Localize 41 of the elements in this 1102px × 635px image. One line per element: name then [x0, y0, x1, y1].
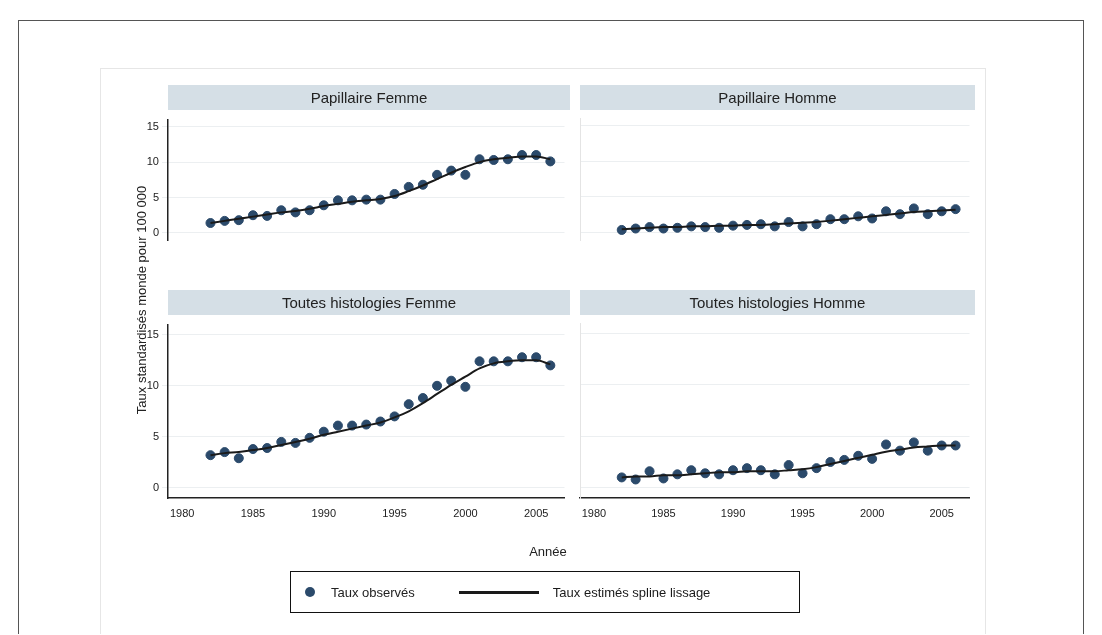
- point: [403, 399, 414, 410]
- point: [881, 439, 892, 450]
- x-tick-label: 1985: [240, 506, 266, 519]
- y-tick-label: 5: [152, 429, 159, 442]
- point: [460, 169, 471, 180]
- chart-title: Toutes histologies Femme: [168, 290, 570, 315]
- x-tick-label: 2000: [453, 506, 478, 519]
- point: [545, 156, 556, 167]
- x-tick-label: 2000: [859, 506, 885, 519]
- chart-title: Toutes histologies Homme: [580, 290, 975, 315]
- chart-title: Papillaire Femme: [168, 85, 570, 110]
- x-tick-label: 1980: [581, 506, 607, 519]
- y-tick-label: 15: [146, 119, 159, 132]
- y-tick-label: 15: [146, 327, 159, 340]
- y-tick-label: 10: [146, 155, 159, 168]
- point: [403, 181, 414, 192]
- point: [432, 380, 443, 391]
- y-tick-label: 0: [152, 480, 159, 493]
- x-axis-title: Année: [529, 544, 567, 559]
- y-tick-label: 0: [152, 225, 159, 238]
- point: [332, 420, 343, 431]
- point: [417, 393, 428, 404]
- y-tick-label: 10: [146, 378, 159, 391]
- x-tick-label: 1995: [382, 506, 407, 519]
- point: [644, 466, 655, 477]
- point: [474, 356, 485, 367]
- x-tick-label: 2005: [523, 506, 549, 519]
- x-tick-label: 1985: [651, 506, 676, 519]
- x-tick-label: 1990: [311, 506, 337, 519]
- x-tick-label: 1990: [720, 506, 746, 519]
- y-tick-label: 5: [152, 190, 159, 203]
- x-tick-label: 2005: [929, 506, 954, 519]
- point: [783, 460, 794, 471]
- text: Taux estimés spline lissage: [552, 584, 711, 600]
- x-tick-label: 1995: [790, 506, 815, 519]
- legend-label: Taux observés: [331, 584, 415, 600]
- point: [908, 437, 919, 448]
- point: [460, 381, 471, 392]
- x-tick-label: 1980: [169, 506, 195, 519]
- point: [233, 453, 244, 464]
- chart-title: Papillaire Homme: [580, 85, 975, 110]
